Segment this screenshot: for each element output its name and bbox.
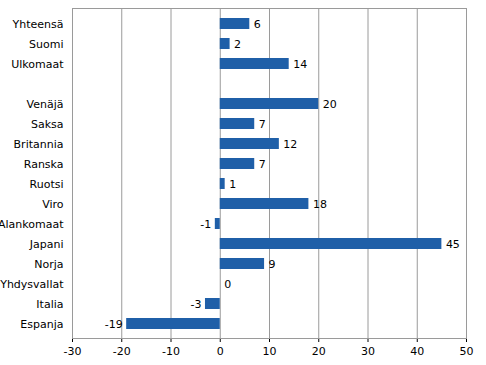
svg-text:-10: -10 <box>162 345 180 358</box>
svg-text:Ranska: Ranska <box>24 158 64 171</box>
svg-text:6: 6 <box>254 18 261 31</box>
svg-text:0: 0 <box>224 278 231 291</box>
svg-text:-1: -1 <box>200 218 211 231</box>
svg-text:45: 45 <box>446 238 460 251</box>
svg-text:12: 12 <box>283 138 297 151</box>
svg-text:10: 10 <box>263 345 277 358</box>
svg-text:Italia: Italia <box>36 298 63 311</box>
svg-text:7: 7 <box>259 158 266 171</box>
svg-text:-3: -3 <box>191 298 202 311</box>
svg-text:9: 9 <box>269 258 276 271</box>
svg-text:Suomi: Suomi <box>29 38 63 51</box>
svg-text:-20: -20 <box>113 345 131 358</box>
svg-text:Japani: Japani <box>29 238 64 251</box>
svg-text:Venäjä: Venäjä <box>27 98 64 111</box>
svg-text:Ruotsi: Ruotsi <box>30 178 64 191</box>
svg-text:Saksa: Saksa <box>31 118 64 131</box>
svg-text:Viro: Viro <box>42 198 64 211</box>
svg-text:-19: -19 <box>105 318 123 331</box>
svg-text:-30: -30 <box>64 345 82 358</box>
svg-text:18: 18 <box>313 198 327 211</box>
svg-text:14: 14 <box>293 58 307 71</box>
svg-text:2: 2 <box>234 38 241 51</box>
svg-text:0: 0 <box>217 345 224 358</box>
svg-text:Britannia: Britannia <box>14 138 64 151</box>
svg-text:Alankomaat: Alankomaat <box>0 218 64 231</box>
svg-text:20: 20 <box>323 98 337 111</box>
svg-text:1: 1 <box>229 178 236 191</box>
svg-text:40: 40 <box>410 345 424 358</box>
svg-text:Yhdysvallat: Yhdysvallat <box>0 278 64 291</box>
svg-text:Ulkomaat: Ulkomaat <box>11 58 64 71</box>
svg-text:Yhteensä: Yhteensä <box>12 18 64 31</box>
svg-text:Espanja: Espanja <box>20 318 63 331</box>
svg-text:7: 7 <box>259 118 266 131</box>
svg-text:30: 30 <box>361 345 375 358</box>
svg-text:50: 50 <box>460 345 474 358</box>
svg-text:Norja: Norja <box>34 258 63 271</box>
svg-text:20: 20 <box>312 345 326 358</box>
